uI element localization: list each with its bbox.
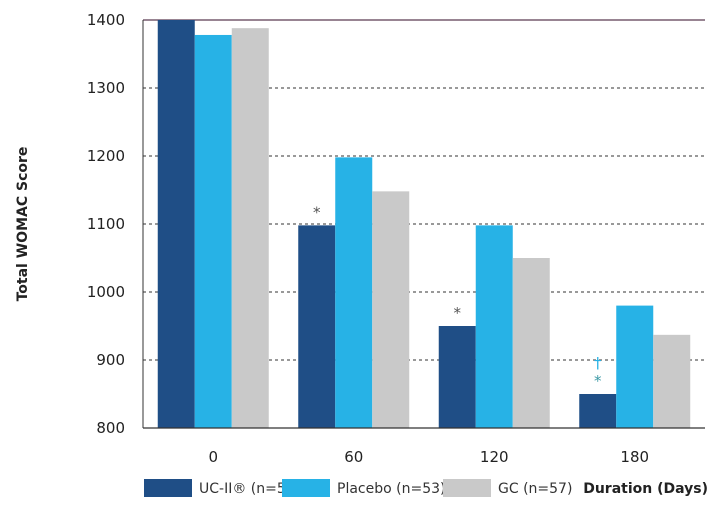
y-tick-label: 1300: [87, 79, 125, 97]
bar-uc-ii-120: [438, 326, 476, 428]
bar-uc-ii-60: [298, 225, 336, 428]
bar-uc-ii-0: [157, 20, 195, 428]
bar-placebo-0: [194, 34, 232, 429]
significance-asterisk: *: [454, 304, 462, 322]
legend-swatch: [144, 479, 192, 497]
legend-label: UC-II® (n=54): [199, 481, 300, 497]
y-axis-label: Total WOMAC Score: [15, 147, 31, 302]
significance-asterisk: *: [313, 203, 321, 221]
bar-gc-120: [512, 258, 550, 428]
x-axis-label: Duration (Days): [583, 481, 708, 497]
bar-uc-ii-180: [579, 394, 617, 428]
bar-placebo-180: [616, 305, 654, 428]
x-tick-label: 60: [344, 448, 363, 466]
y-tick-label: 1100: [87, 215, 125, 233]
legend-swatch: [282, 479, 330, 497]
y-tick-label: 1400: [87, 11, 125, 29]
legend-label: Placebo (n=53): [337, 481, 445, 497]
bar-gc-0: [231, 28, 269, 428]
legend-label: GC (n=57): [498, 481, 572, 497]
significance-dagger: †: [594, 354, 602, 372]
bar-placebo-60: [335, 157, 373, 429]
y-tick-label: 800: [96, 419, 125, 437]
y-tick-label: 1000: [87, 283, 125, 301]
x-tick-label: 180: [620, 448, 649, 466]
x-tick-label: 0: [208, 448, 218, 466]
bar-placebo-120: [475, 225, 513, 428]
legend-swatch: [443, 479, 491, 497]
bar-gc-180: [653, 334, 691, 428]
y-tick-label: 900: [96, 351, 125, 369]
x-tick-label: 120: [480, 448, 509, 466]
y-tick-label: 1200: [87, 147, 125, 165]
significance-asterisk: *: [594, 372, 602, 390]
bar-gc-60: [372, 191, 410, 428]
